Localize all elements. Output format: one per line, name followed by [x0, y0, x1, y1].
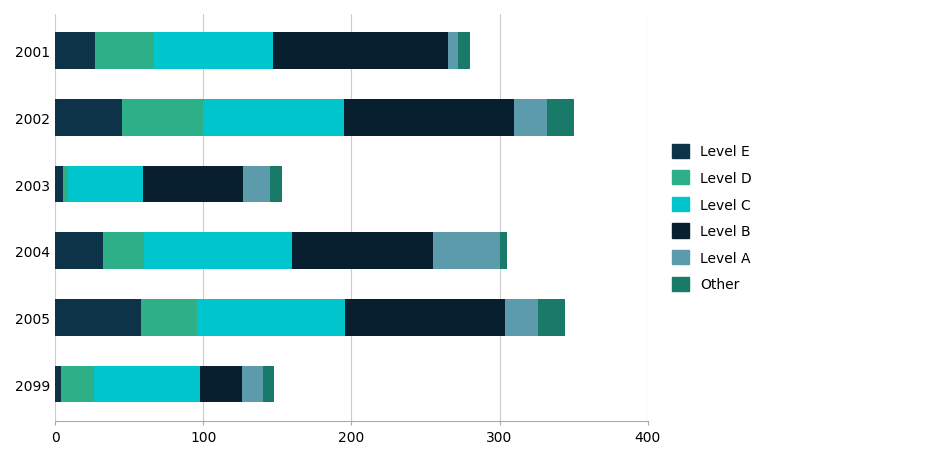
Bar — [505, 299, 537, 336]
Bar — [292, 233, 432, 269]
Bar — [102, 233, 143, 269]
Bar — [344, 100, 514, 136]
Bar — [243, 167, 270, 203]
Bar — [537, 299, 565, 336]
Bar — [346, 299, 505, 336]
Bar — [499, 233, 506, 269]
Bar — [122, 100, 203, 136]
Bar — [242, 366, 262, 403]
Bar — [55, 100, 122, 136]
Bar — [68, 167, 143, 203]
Bar — [61, 366, 93, 403]
Bar — [55, 299, 141, 336]
Bar — [143, 233, 292, 269]
Bar — [262, 366, 274, 403]
Bar — [197, 299, 346, 336]
Bar — [447, 34, 458, 70]
Bar — [203, 100, 344, 136]
Bar — [154, 34, 273, 70]
Bar — [143, 167, 243, 203]
Legend: Level E, Level D, Level C, Level B, Level A, Other: Level E, Level D, Level C, Level B, Leve… — [666, 139, 756, 297]
Bar — [55, 34, 95, 70]
Bar — [432, 233, 499, 269]
Bar — [514, 100, 547, 136]
Bar — [55, 167, 62, 203]
Bar — [93, 366, 200, 403]
Bar — [458, 34, 469, 70]
Bar — [200, 366, 242, 403]
Bar — [55, 233, 102, 269]
Bar — [547, 100, 573, 136]
Bar — [270, 167, 281, 203]
Bar — [95, 34, 154, 70]
Bar — [55, 366, 61, 403]
Bar — [273, 34, 447, 70]
Bar — [62, 167, 68, 203]
Bar — [141, 299, 197, 336]
